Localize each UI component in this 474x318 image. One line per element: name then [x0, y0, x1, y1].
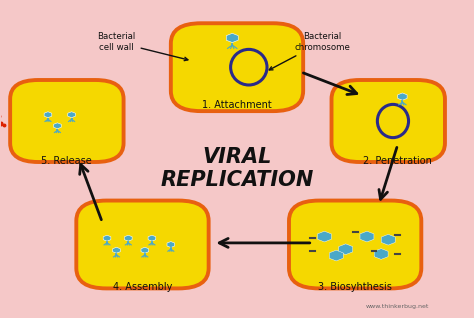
- Text: VIRAL
REPLICATION: VIRAL REPLICATION: [160, 147, 314, 190]
- FancyBboxPatch shape: [289, 201, 421, 288]
- Text: 1. Attachment: 1. Attachment: [202, 100, 272, 110]
- Text: www.thinkerbug.net: www.thinkerbug.net: [366, 304, 429, 309]
- FancyBboxPatch shape: [331, 80, 445, 162]
- Text: 3. Biosyhthesis: 3. Biosyhthesis: [318, 282, 392, 293]
- Text: 5. Release: 5. Release: [42, 156, 92, 166]
- Ellipse shape: [231, 49, 267, 85]
- Text: 4. Assembly: 4. Assembly: [113, 282, 172, 293]
- FancyBboxPatch shape: [171, 23, 303, 111]
- Text: Bacterial
chromosome: Bacterial chromosome: [269, 32, 350, 70]
- FancyBboxPatch shape: [10, 80, 124, 162]
- Text: 2. Penetration: 2. Penetration: [363, 156, 432, 166]
- FancyBboxPatch shape: [76, 201, 209, 288]
- Ellipse shape: [377, 104, 409, 138]
- Text: Bacterial
cell wall: Bacterial cell wall: [97, 32, 188, 61]
